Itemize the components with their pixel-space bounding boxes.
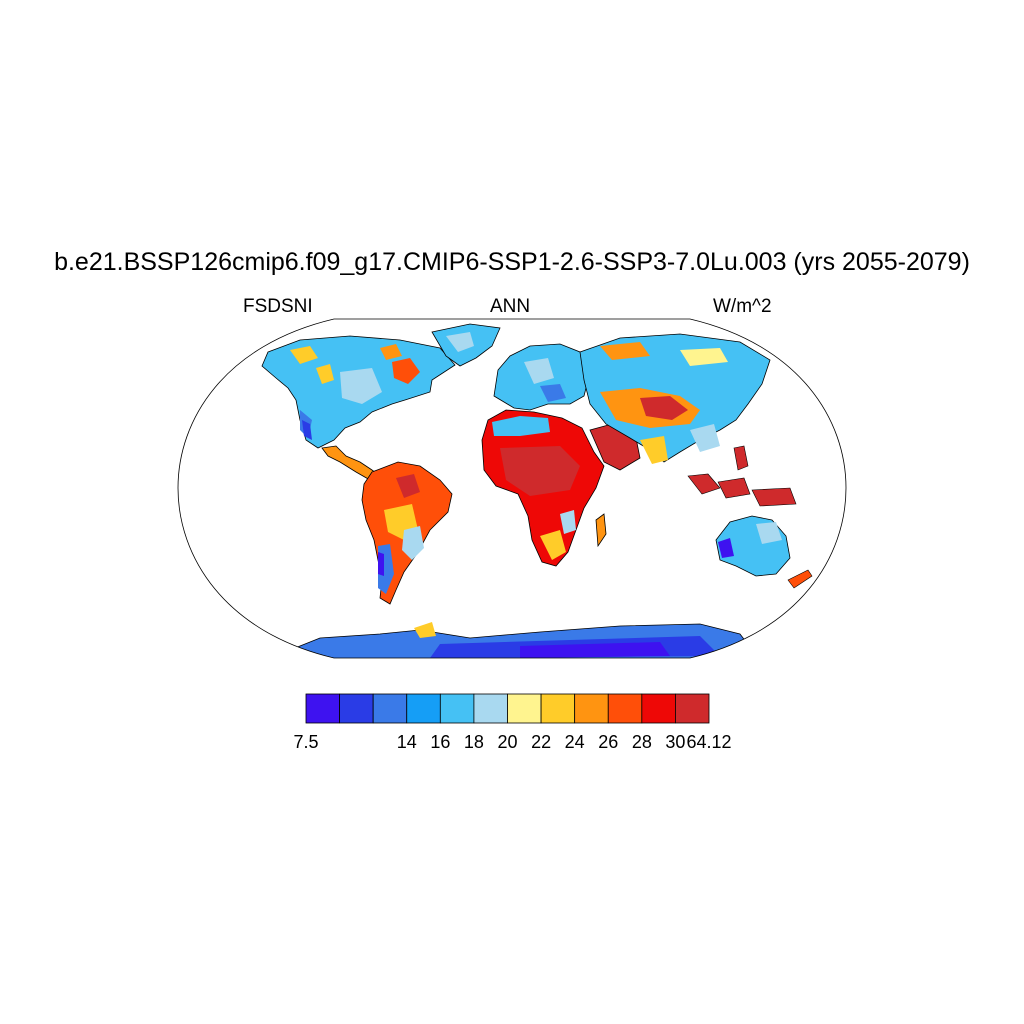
colorbar-tick-label: 24 (565, 732, 585, 752)
plot-title: b.e21.BSSP126cmip6.f09_g17.CMIP6-SSP1-2.… (54, 248, 970, 276)
landmass-africa (481, 409, 605, 567)
colorbar-tick-label: 28 (632, 732, 652, 752)
landmass-south-america (361, 461, 453, 605)
colorbar-box (406, 693, 441, 724)
colorbar-tick-label: 16 (430, 732, 450, 752)
colorbar-tick-label: 64.12 (686, 732, 731, 752)
variable-label: FSDSNI (243, 296, 313, 317)
landmass-new-zealand (787, 569, 813, 589)
landmass-north-america (261, 335, 456, 449)
colorbar-box (439, 693, 475, 724)
landmass-asia (579, 333, 771, 464)
colorbar-tick-label: 26 (598, 732, 618, 752)
globe-outline (177, 318, 847, 659)
colorbar-tick-label: 14 (397, 732, 417, 752)
colorbar-box (574, 693, 609, 724)
landmass-madagascar (595, 513, 607, 548)
colorbar-tick-label: 30 (665, 732, 685, 752)
colorbar-tick-label: 22 (531, 732, 551, 752)
colorbar-tick-label: 20 (497, 732, 517, 752)
colorbar-box (675, 693, 710, 724)
colorbar-tick-label: 7.5 (293, 732, 318, 752)
season-label: ANN (490, 296, 531, 317)
colorbar-box (507, 693, 542, 724)
colorbar-tick-labels: 7.5 14 16 18 20 22 24 26 28 30 64.12 (293, 732, 731, 752)
colorbar-box (641, 693, 676, 724)
units-label: W/m^2 (713, 296, 772, 317)
colorbar-box (473, 693, 508, 724)
colorbar-boxes (305, 693, 710, 724)
colorbar-box (540, 693, 576, 724)
colorbar-box (339, 693, 374, 724)
landmass-australia (715, 515, 791, 577)
colorbar-tick-label: 18 (464, 732, 484, 752)
colorbar-box (372, 693, 408, 724)
landmass-europe (493, 343, 591, 411)
colorbar-box (607, 693, 643, 724)
landmass-maritime-asia (687, 445, 797, 507)
colorbar-box (305, 693, 340, 724)
landmass-antarctica (279, 622, 761, 658)
